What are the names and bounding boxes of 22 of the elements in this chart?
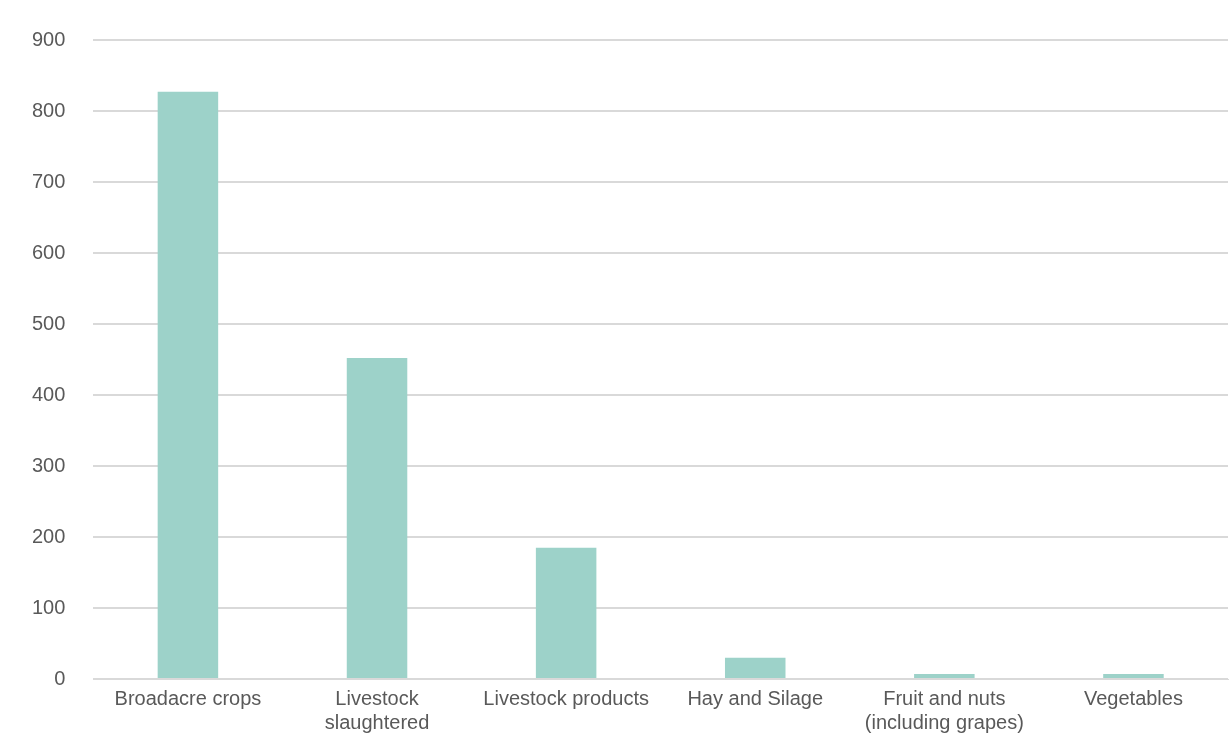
y-tick-label: 900 — [31, 27, 66, 50]
x-tick-label: Hay and Silage — [687, 686, 824, 709]
y-tick-label: 0 — [54, 666, 66, 689]
y-tick-label: 400 — [31, 382, 66, 405]
y-tick-label: 600 — [31, 240, 66, 263]
y-tick-label: 500 — [31, 311, 66, 334]
bar — [346, 358, 408, 678]
y-tick-label: 700 — [31, 169, 66, 192]
x-tick-label: Vegetables — [1083, 686, 1183, 709]
bar — [914, 674, 975, 678]
x-tick-label: Livestock slaughtered — [324, 686, 430, 733]
y-tick-label: 300 — [31, 453, 66, 476]
x-tick-label: Livestock products — [483, 686, 649, 709]
x-tick-label: Broadacre crops — [114, 686, 262, 709]
x-tick-label: Fruit and nuts (including grapes) — [864, 686, 1024, 733]
bar — [1103, 674, 1164, 678]
bar — [535, 547, 597, 678]
bar — [724, 657, 786, 678]
y-tick-label: 800 — [31, 98, 66, 121]
bar — [157, 91, 219, 678]
y-tick-label: 100 — [31, 595, 66, 618]
y-tick-label: 200 — [31, 524, 66, 547]
